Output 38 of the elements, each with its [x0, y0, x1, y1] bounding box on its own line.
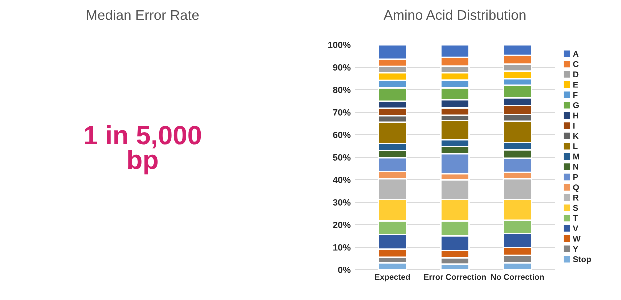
legend-label: T: [573, 216, 578, 222]
legend-label: E: [574, 82, 578, 88]
y-tick-label: 90%: [333, 64, 351, 71]
legend-label: S: [573, 205, 578, 212]
y-tick-label: 80%: [333, 86, 351, 94]
x-tick-label: Error Correction: [424, 274, 486, 280]
x-tick-label: No Correction: [491, 274, 544, 280]
legend-label: F: [574, 92, 578, 98]
y-tick-label: 70%: [333, 109, 351, 116]
legend-label: D: [574, 72, 579, 78]
legend-label: P: [574, 174, 578, 180]
y-tick-label: 100%: [328, 42, 351, 48]
y-tick-label: 0%: [338, 266, 351, 274]
legend-label: Y: [573, 246, 578, 252]
legend-label: V: [573, 226, 579, 232]
y-tick-label: 60%: [333, 132, 351, 138]
y-tick-label: 20%: [333, 222, 351, 228]
text: Median Error Rate: [87, 10, 199, 20]
y-tick-label: 10%: [334, 244, 351, 251]
legend-label: A: [573, 51, 579, 57]
text: 1 in 5,000 bp: [85, 125, 202, 175]
x-tick-label: Expected: [375, 274, 410, 282]
legend-label: I: [574, 123, 575, 129]
legend-label: C: [573, 61, 579, 68]
y-tick-label: 40%: [333, 176, 351, 184]
chart-title: Amino Acid Distribution: [384, 10, 526, 20]
legend-label: H: [574, 112, 578, 119]
y-tick-label: 50%: [333, 154, 351, 161]
legend-label: W: [573, 236, 581, 242]
legend-label: K: [574, 133, 579, 140]
y-tick-label: 30%: [333, 199, 351, 206]
legend-label: M: [574, 154, 580, 160]
legend-label: Q: [573, 184, 580, 192]
legend-label: G: [573, 102, 579, 108]
legend-label: R: [574, 194, 579, 201]
legend-label: L: [574, 144, 578, 150]
legend-label: Stop: [573, 256, 592, 264]
legend-label: N: [574, 164, 578, 170]
